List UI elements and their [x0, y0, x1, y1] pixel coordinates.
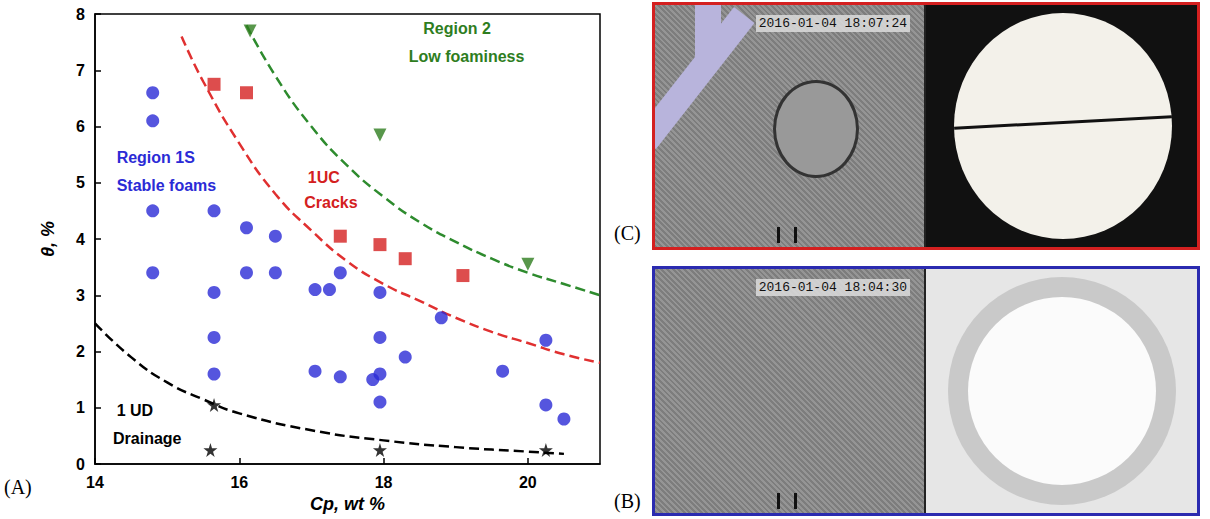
- html-text:2016-01-04 18:07:24: 2016-01-04 18:07:24: [758, 16, 907, 31]
- svg-text:6: 6: [76, 118, 85, 135]
- svg-text:Drainage: Drainage: [113, 430, 182, 447]
- svg-text:5: 5: [76, 174, 85, 191]
- svg-text:8: 8: [76, 6, 85, 23]
- svg-text:Low foaminess: Low foaminess: [409, 48, 525, 65]
- svg-text:4: 4: [76, 231, 85, 248]
- svg-text:θ, %: θ, %: [38, 221, 58, 257]
- html-text:(B): (B): [614, 490, 641, 512]
- html-text:2016-01-04 18:04:30: 2016-01-04 18:04:30: [758, 280, 907, 295]
- html-text:(C): (C): [614, 222, 641, 244]
- svg-text:Cp, wt %: Cp, wt %: [310, 494, 385, 514]
- svg-text:16: 16: [230, 474, 248, 491]
- svg-text:7: 7: [76, 62, 85, 79]
- svg-text:0: 0: [76, 456, 85, 473]
- svg-text:Region 2: Region 2: [423, 20, 491, 37]
- svg-text:Cracks: Cracks: [304, 194, 357, 211]
- svg-text:1: 1: [76, 399, 85, 416]
- svg-text:14: 14: [86, 474, 104, 491]
- svg-text:2: 2: [76, 343, 85, 360]
- svg-text:20: 20: [519, 474, 537, 491]
- svg-text:Region 1S: Region 1S: [117, 149, 196, 166]
- svg-text:Stable foams: Stable foams: [117, 177, 217, 194]
- svg-text:18: 18: [375, 474, 393, 491]
- svg-text:1UC: 1UC: [308, 169, 340, 186]
- svg-text:1 UD: 1 UD: [117, 402, 153, 419]
- html-text:(A): (A): [4, 476, 32, 498]
- svg-text:3: 3: [76, 287, 85, 304]
